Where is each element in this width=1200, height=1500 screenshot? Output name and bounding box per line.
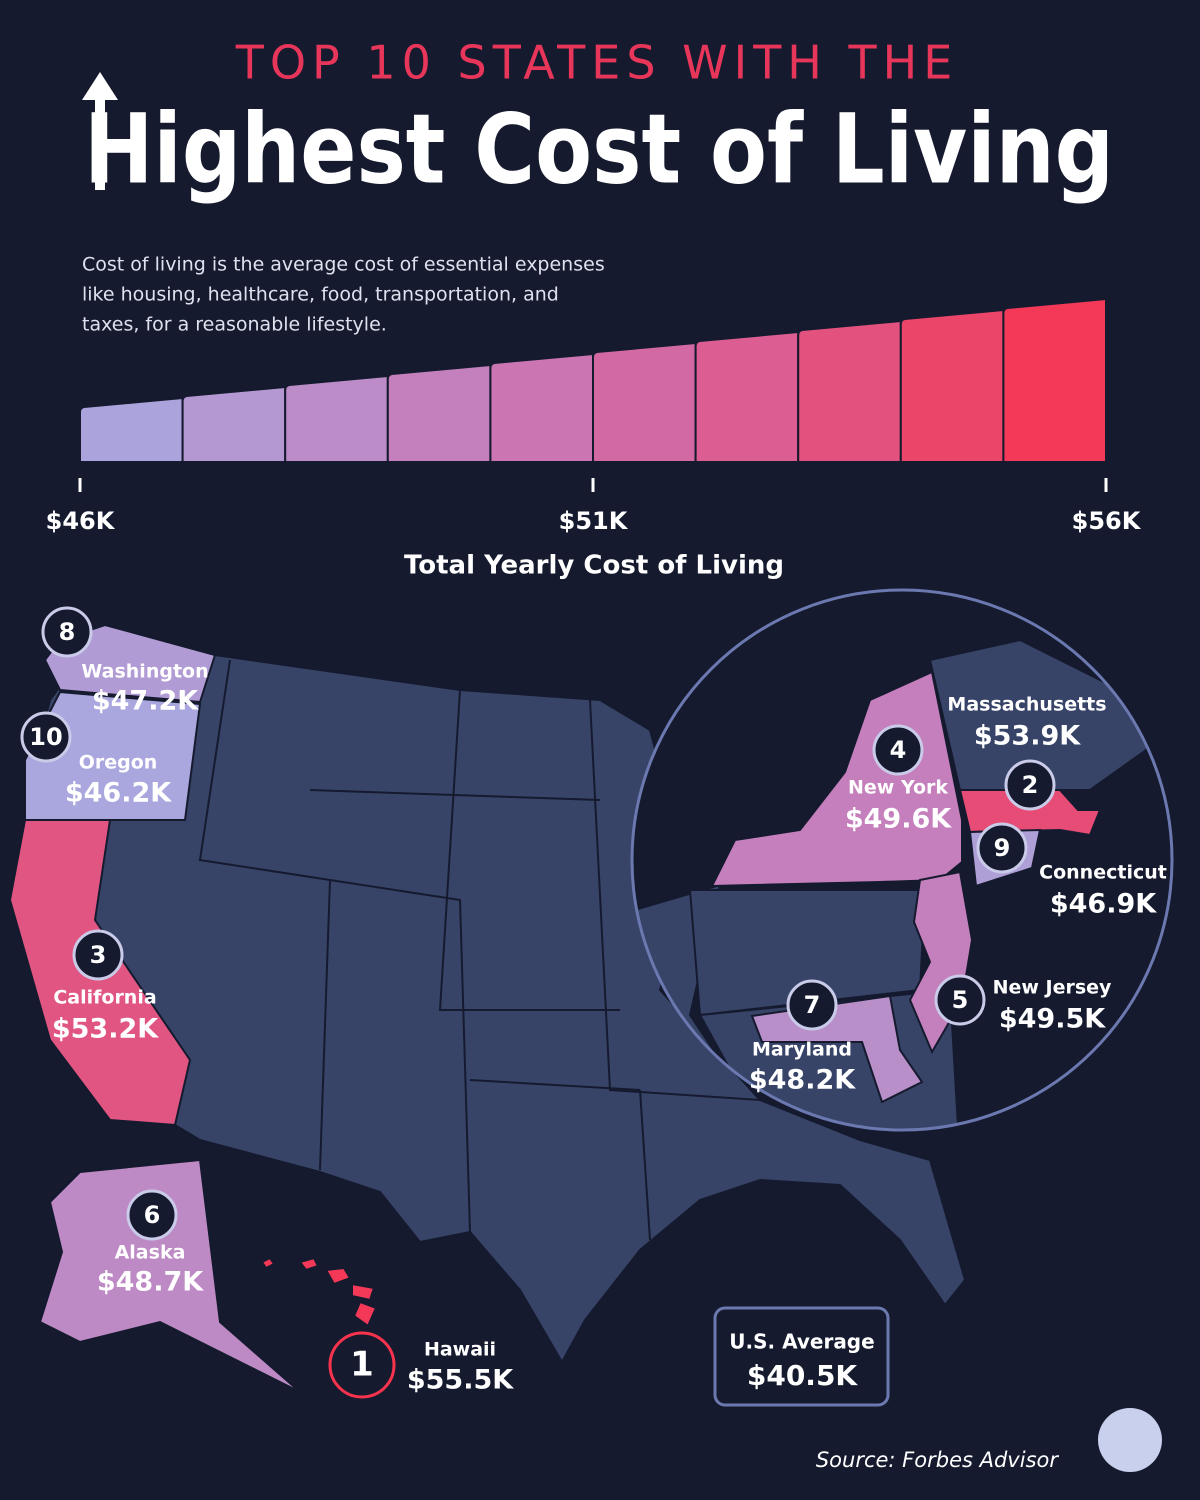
legend-tick-label: $56K <box>1072 507 1142 535</box>
state-value: $48.2K <box>749 1065 856 1096</box>
legend-segment <box>489 352 594 463</box>
rank-badge <box>72 929 124 981</box>
legend-tick-label: $46K <box>46 507 116 535</box>
state-value: $49.5K <box>999 1004 1106 1035</box>
rank-number: 5 <box>952 986 969 1014</box>
title: Highest Cost of Living <box>84 93 1114 205</box>
legend-title: Total Yearly Cost of Living <box>404 551 784 581</box>
state-name: Maryland <box>752 1039 852 1061</box>
description-line: like housing, healthcare, food, transpor… <box>82 284 559 306</box>
arrow-icon <box>82 72 118 190</box>
legend-segment <box>284 374 389 463</box>
state-value: $49.6K <box>845 804 952 835</box>
state-shape <box>351 1282 376 1302</box>
rank-badge <box>126 1189 178 1241</box>
state-name: Oregon <box>79 752 158 774</box>
rank-badge <box>41 606 93 658</box>
state-name: New York <box>848 777 948 799</box>
rank-number: 7 <box>804 991 821 1019</box>
state-value: $55.5K <box>407 1365 514 1396</box>
state-name: Connecticut <box>1039 862 1167 884</box>
legend-segment <box>79 396 184 463</box>
state-value: $46.2K <box>65 778 172 809</box>
rank-badge <box>786 979 838 1031</box>
state-value: $48.7K <box>97 1267 204 1298</box>
state-shape <box>38 1158 301 1393</box>
legend-segment <box>181 385 287 463</box>
rank-number: 3 <box>90 941 107 969</box>
rank-badge <box>328 1331 396 1399</box>
average-label: U.S. Average <box>729 1330 874 1354</box>
state-shape <box>352 1300 378 1328</box>
kicker: TOP 10 STATES WITH THE <box>235 36 959 90</box>
state-value: $47.2K <box>92 686 199 717</box>
rank-number: 1 <box>350 1345 374 1385</box>
legend-segment <box>592 341 697 463</box>
state-shape <box>298 1256 320 1272</box>
rank-badge <box>872 724 924 776</box>
rank-badge <box>976 822 1028 874</box>
rank-number: 4 <box>890 736 907 764</box>
legend-segment <box>899 308 1005 463</box>
state-name: Hawaii <box>424 1339 496 1361</box>
rank-badge <box>934 974 986 1026</box>
description-line: Cost of living is the average cost of es… <box>82 254 605 276</box>
state-value: $53.9K <box>974 721 1081 752</box>
inset-frame <box>630 588 1174 1132</box>
average-value: $40.5K <box>747 1359 859 1392</box>
rank-number: 6 <box>144 1201 161 1229</box>
state-shape <box>324 1266 352 1286</box>
state-name: Washington <box>81 661 208 683</box>
legend-tick-label: $51K <box>559 507 629 535</box>
legend-segment <box>386 363 492 463</box>
rank-number: 10 <box>29 723 62 751</box>
rank-number: 2 <box>1022 771 1039 799</box>
state-value: $53.2K <box>52 1014 159 1045</box>
rank-number: 9 <box>994 834 1011 862</box>
state-value: $46.9K <box>1050 889 1157 920</box>
state-borders <box>198 659 761 1241</box>
rank-badge <box>1004 759 1056 811</box>
state-name: New Jersey <box>993 977 1112 999</box>
state-name: Alaska <box>115 1242 186 1264</box>
description-line: taxes, for a reasonable lifestyle. <box>82 314 387 336</box>
source: Source: Forbes Advisor <box>816 1448 1060 1472</box>
logo <box>1098 1408 1162 1472</box>
legend-segment <box>694 330 800 463</box>
state-name: California <box>53 987 156 1009</box>
average-box <box>713 1306 890 1407</box>
state-name: Massachusetts <box>947 694 1106 716</box>
legend-segment <box>797 319 902 463</box>
rank-badge <box>20 711 72 763</box>
rank-number: 8 <box>59 618 76 646</box>
legend-segment <box>1002 297 1107 463</box>
state-shape <box>260 1256 276 1270</box>
